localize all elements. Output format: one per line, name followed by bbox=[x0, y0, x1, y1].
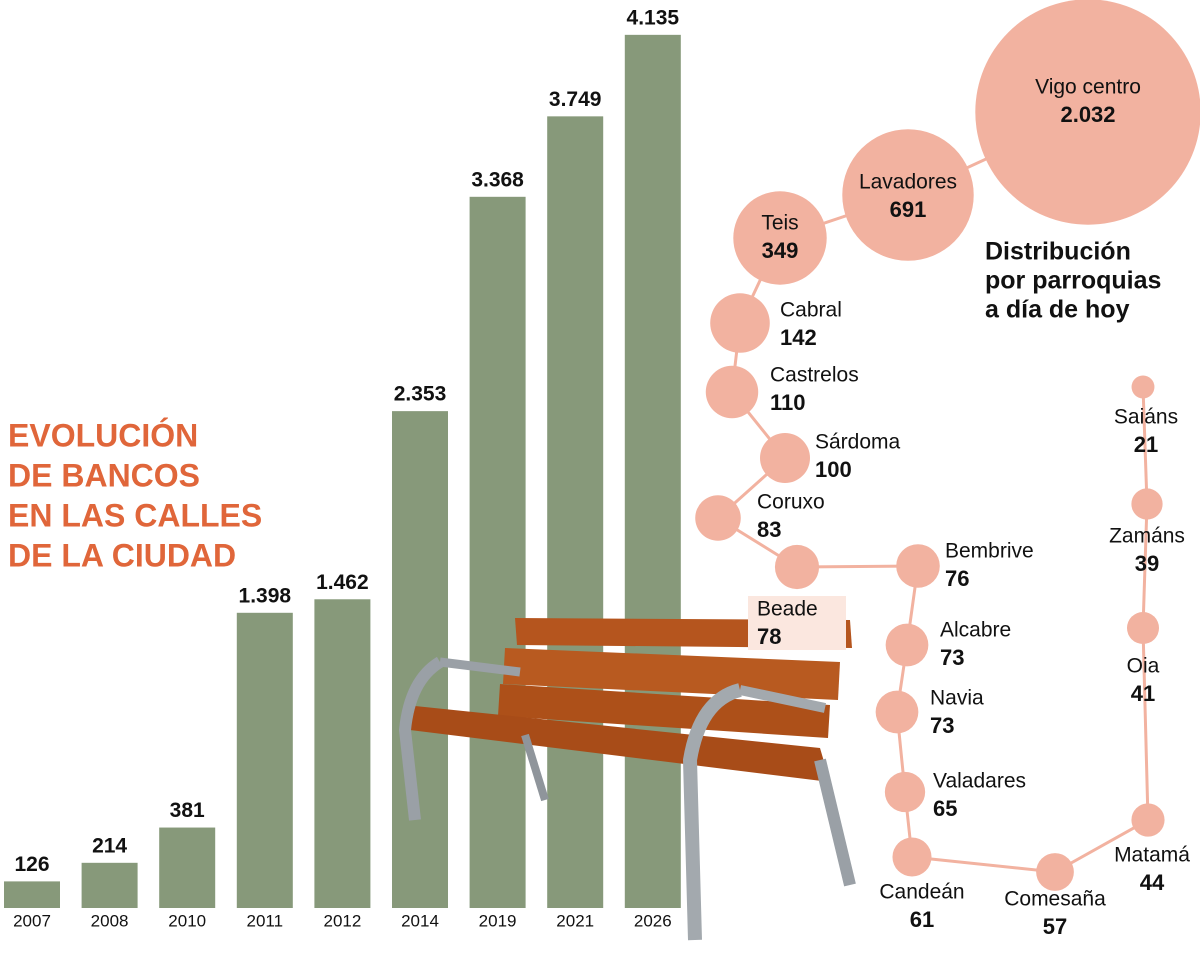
bubble bbox=[875, 690, 919, 734]
bubble bbox=[710, 293, 770, 353]
bubble bbox=[695, 495, 741, 541]
bubble-name: Matamá bbox=[1114, 844, 1190, 867]
bubble-value-label: 57 bbox=[1043, 914, 1067, 939]
bar-value-label: 214 bbox=[92, 834, 127, 857]
bench-illustration bbox=[398, 618, 856, 941]
x-tick-label: 2019 bbox=[479, 911, 517, 930]
chart-subtitle: Distribución bbox=[985, 238, 1131, 266]
bubble-name: Bembrive bbox=[945, 540, 1034, 563]
bubble-value-label: 78 bbox=[757, 624, 781, 649]
bar-value-label: 126 bbox=[14, 853, 49, 876]
bubble-name: Comesaña bbox=[1004, 888, 1106, 911]
bubble bbox=[705, 365, 759, 419]
bar-value-label: 1.398 bbox=[239, 584, 292, 607]
bubble-value-label: 73 bbox=[940, 645, 964, 670]
label-backdrop bbox=[748, 596, 846, 650]
bar bbox=[314, 599, 371, 908]
bubble-name: Vigo centro bbox=[1035, 76, 1141, 99]
bubble-value-label: 65 bbox=[933, 796, 957, 821]
x-tick-label: 2007 bbox=[13, 911, 51, 930]
bubble bbox=[774, 544, 820, 590]
chart-title: EVOLUCIÓN bbox=[8, 417, 198, 453]
bar-value-label: 1.462 bbox=[316, 571, 369, 594]
bubble-name: Sárdoma bbox=[815, 431, 901, 454]
x-tick-label: 2014 bbox=[401, 911, 439, 930]
bar bbox=[624, 34, 681, 909]
bubble-value-label: 2.032 bbox=[1060, 102, 1115, 127]
bubble-value-label: 41 bbox=[1131, 681, 1155, 706]
bubble-name: Coruxo bbox=[757, 491, 825, 514]
bubble-name: Lavadores bbox=[859, 171, 957, 194]
x-tick-label: 2011 bbox=[247, 911, 284, 930]
bubble-value-label: 61 bbox=[910, 907, 934, 932]
bubble bbox=[975, 0, 1200, 225]
chart-subtitle: por parroquias bbox=[985, 267, 1161, 295]
bar bbox=[469, 196, 526, 909]
x-tick-label: 2012 bbox=[323, 911, 361, 930]
bubble-name: Oia bbox=[1127, 655, 1160, 678]
bubble-name: Cabral bbox=[780, 299, 842, 322]
bubble bbox=[1131, 488, 1163, 520]
bubble-name: Castrelos bbox=[770, 364, 859, 387]
chart-title: EN LAS CALLES bbox=[8, 497, 262, 533]
bubble bbox=[896, 544, 940, 588]
bubble bbox=[1131, 803, 1165, 837]
bar-value-label: 381 bbox=[170, 799, 205, 822]
bar bbox=[392, 411, 448, 908]
bar-value-label: 4.135 bbox=[627, 6, 680, 29]
bubble-value-label: 142 bbox=[780, 325, 817, 350]
bubble bbox=[892, 837, 932, 877]
bubble-name: Navia bbox=[930, 687, 984, 710]
bubble bbox=[733, 191, 827, 285]
chart-title: DE BANCOS bbox=[8, 457, 200, 493]
bubble bbox=[1126, 611, 1160, 645]
bubble-name: Saiáns bbox=[1114, 406, 1178, 429]
bubble-value-label: 349 bbox=[762, 238, 799, 263]
bar bbox=[236, 612, 293, 908]
bubble-value-label: 21 bbox=[1134, 432, 1158, 457]
bar bbox=[4, 881, 60, 908]
bubble-value-label: 691 bbox=[890, 197, 927, 222]
bubble-value-label: 44 bbox=[1140, 870, 1165, 895]
bar-value-label: 2.353 bbox=[394, 383, 447, 406]
bubble-value-label: 39 bbox=[1135, 551, 1159, 576]
bubble-value-label: 83 bbox=[757, 517, 781, 542]
bar bbox=[81, 862, 138, 908]
bubble-name: Alcabre bbox=[940, 619, 1011, 642]
bar-layer: EVOLUCIÓN DE BANCOS EN LAS CALLES DE LA CIU… bbox=[4, 6, 681, 930]
bubble-name: Valadares bbox=[933, 770, 1026, 793]
bar bbox=[547, 116, 604, 908]
chart-title: DE LA CIUDAD bbox=[8, 537, 236, 573]
chart-subtitle: a día de hoy bbox=[985, 296, 1130, 324]
bubble-layer: Vigo centro 2.032 Lavadores 691 Teis 349 Cabra… bbox=[695, 0, 1200, 939]
bubble-value-label: 100 bbox=[815, 457, 852, 482]
x-tick-label: 2026 bbox=[634, 911, 672, 930]
x-tick-label: 2008 bbox=[91, 911, 129, 930]
bubble-name: Beade bbox=[757, 598, 818, 621]
bubble bbox=[1036, 853, 1074, 891]
bubble bbox=[1131, 375, 1155, 399]
bar-value-label: 3.749 bbox=[549, 88, 602, 111]
bubble bbox=[760, 433, 810, 483]
bar bbox=[159, 827, 216, 908]
bubble-value-label: 110 bbox=[770, 390, 806, 415]
bubble-value-label: 76 bbox=[945, 566, 969, 591]
bubble-name: Zamáns bbox=[1109, 525, 1185, 548]
bubble-name: Teis bbox=[761, 212, 798, 235]
x-tick-label: 2021 bbox=[556, 911, 594, 930]
bar-value-label: 3.368 bbox=[471, 168, 524, 191]
bubble bbox=[884, 771, 926, 813]
bubble-name: Candeán bbox=[879, 881, 964, 904]
bubble bbox=[885, 623, 929, 667]
bubble bbox=[842, 129, 974, 261]
bubble-value-label: 73 bbox=[930, 713, 954, 738]
x-tick-label: 2010 bbox=[168, 911, 206, 930]
